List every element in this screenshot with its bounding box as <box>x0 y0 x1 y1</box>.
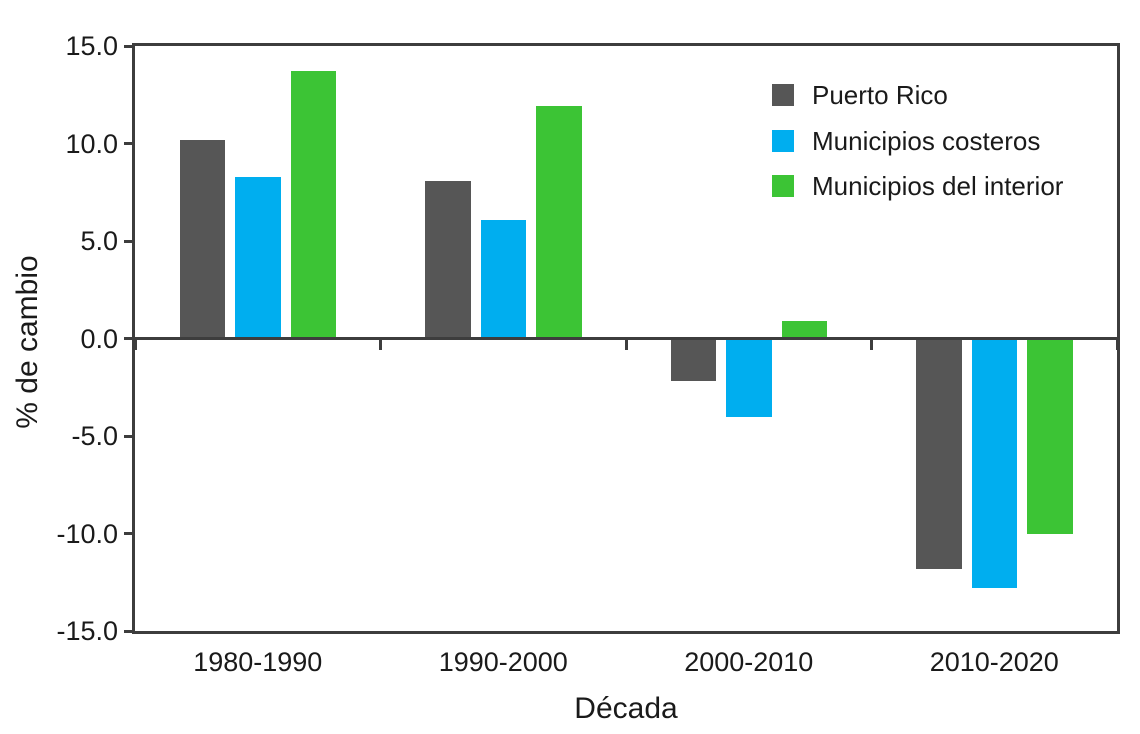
y-tick-label: -5.0 <box>71 421 118 451</box>
legend-label: Municipios del interior <box>812 171 1064 201</box>
y-tick <box>124 337 133 340</box>
bar <box>670 338 716 382</box>
bar <box>781 320 827 339</box>
x-tick <box>624 340 628 350</box>
x-category-label: 1980-1990 <box>193 647 323 677</box>
y-tick <box>124 434 133 438</box>
y-tick <box>124 629 133 633</box>
x-tick <box>133 340 137 350</box>
legend-item: Municipios costeros <box>772 128 1040 154</box>
x-category-label: 1990-2000 <box>438 647 568 677</box>
bar <box>916 338 962 569</box>
legend-swatch <box>772 129 794 152</box>
bar <box>425 180 471 339</box>
x-category-label: 2000-2010 <box>684 647 814 677</box>
legend-swatch <box>772 84 794 106</box>
y-tick <box>124 239 133 243</box>
x-tick <box>1115 340 1119 350</box>
y-tick <box>124 44 133 48</box>
y-tick-label: -10.0 <box>56 518 118 549</box>
y-tick-label: 5.0 <box>80 226 118 256</box>
y-tick <box>124 532 133 535</box>
bar <box>1027 338 1073 534</box>
x-axis-zero-line <box>135 337 1117 340</box>
legend-label: Puerto Rico <box>812 80 948 110</box>
x-axis-title: Década <box>574 692 678 725</box>
x-tick <box>379 340 382 350</box>
legend-item: Puerto Rico <box>772 82 948 108</box>
bar <box>536 106 582 339</box>
plot-area <box>132 43 1120 634</box>
bar <box>726 338 772 417</box>
y-tick-label: 0.0 <box>80 323 118 354</box>
bar <box>179 139 225 339</box>
legend-label: Municipios costeros <box>812 125 1041 156</box>
bar <box>290 71 336 339</box>
bar <box>971 338 1017 589</box>
y-tick-label: 10.0 <box>65 128 118 159</box>
bar <box>235 176 281 339</box>
legend-swatch <box>772 175 794 197</box>
y-tick-label: -15.0 <box>56 616 118 646</box>
x-tick <box>870 340 873 350</box>
x-category-label: 2010-2020 <box>929 647 1059 677</box>
legend-item: Municipios del interior <box>772 173 1063 199</box>
y-tick <box>124 142 133 145</box>
bar <box>480 219 526 339</box>
y-tick-label: 15.0 <box>65 31 118 61</box>
